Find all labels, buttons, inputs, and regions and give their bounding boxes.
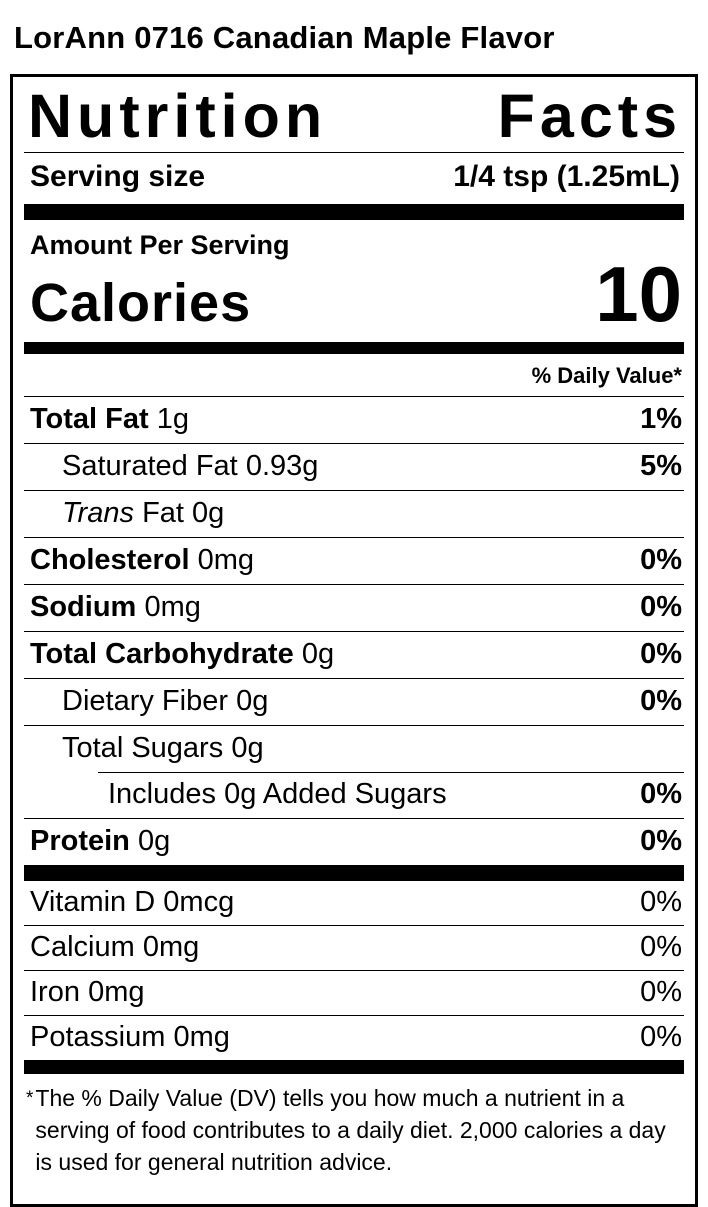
thick-rule bbox=[24, 1060, 684, 1075]
nutrient-name: Sodium 0mg bbox=[30, 591, 201, 624]
heading-word-facts: Facts bbox=[497, 82, 682, 150]
nutrient-name: Potassium 0mg bbox=[30, 1021, 230, 1054]
nutrient-name: Cholesterol 0mg bbox=[30, 544, 254, 577]
nutrient-name: Protein 0g bbox=[30, 825, 170, 858]
nutrient-label: Dietary Fiber bbox=[62, 685, 228, 718]
calories-row: Calories 10 bbox=[24, 250, 684, 342]
amount-per-serving-label: Amount Per Serving bbox=[30, 230, 290, 261]
nutrient-label: Saturated Fat bbox=[62, 450, 238, 483]
nutrient-name: Dietary Fiber 0g bbox=[30, 685, 268, 718]
calories-value: 10 bbox=[595, 250, 682, 339]
serving-size-row: Serving size 1/4 tsp (1.25mL) bbox=[24, 153, 684, 204]
nutrient-row-protein: Protein 0g 0% bbox=[24, 818, 684, 865]
nutrient-name: Saturated Fat 0.93g bbox=[30, 450, 318, 483]
footnote-text: The % Daily Value (DV) tells you how muc… bbox=[35, 1085, 666, 1175]
nutrient-dv: 0% bbox=[640, 1021, 682, 1054]
nutrient-row-sodium: Sodium 0mg 0% bbox=[24, 584, 684, 631]
nutrient-row-cholesterol: Cholesterol 0mg 0% bbox=[24, 537, 684, 584]
nutrient-name: Iron 0mg bbox=[30, 976, 145, 1009]
thick-rule bbox=[24, 865, 684, 882]
nutrient-amount: 0mg bbox=[144, 591, 201, 624]
nutrient-dv: 0% bbox=[640, 544, 682, 577]
serving-size-label: Serving size bbox=[30, 160, 206, 194]
nutrient-amount: 0mg bbox=[173, 1021, 230, 1054]
micronutrient-row-calcium: Calcium 0mg 0% bbox=[24, 925, 684, 970]
nutrient-label: Includes 0g Added Sugars bbox=[108, 778, 447, 811]
nutrient-label: Total Carbohydrate bbox=[30, 638, 294, 671]
nutrient-row-total-carbohydrate: Total Carbohydrate 0g 0% bbox=[24, 631, 684, 678]
micronutrient-row-potassium: Potassium 0mg 0% bbox=[24, 1015, 684, 1060]
micronutrient-row-vitamin-d: Vitamin D 0mcg 0% bbox=[24, 881, 684, 925]
nutrient-row-trans-fat: Trans Fat 0g bbox=[24, 490, 684, 537]
nutrient-amount: 0g bbox=[231, 732, 264, 765]
nutrient-label: Sodium bbox=[30, 591, 137, 624]
divider bbox=[24, 152, 684, 154]
nutrient-dv: 0% bbox=[640, 638, 682, 671]
nutrient-row-dietary-fiber: Dietary Fiber 0g 0% bbox=[24, 678, 684, 725]
nutrient-label: Calcium bbox=[30, 931, 135, 964]
nutrition-facts-panel: Nutrition Facts Serving size 1/4 tsp (1.… bbox=[10, 74, 698, 1207]
nutrient-name: Total Carbohydrate 0g bbox=[30, 638, 334, 671]
nutrient-amount: Fat 0g bbox=[142, 497, 225, 530]
nutrient-dv: 0% bbox=[640, 591, 682, 624]
daily-value-footnote: * The % Daily Value (DV) tells you how m… bbox=[24, 1074, 684, 1190]
nutrient-amount: 0mcg bbox=[163, 886, 235, 919]
nutrient-dv: 0% bbox=[640, 931, 682, 964]
nutrient-dv: 0% bbox=[640, 685, 682, 718]
heading-word-nutrition: Nutrition bbox=[28, 82, 328, 150]
nutrient-amount: 0g bbox=[301, 638, 335, 671]
serving-size-value: 1/4 tsp (1.25mL) bbox=[453, 160, 680, 194]
nutrient-row-total-fat: Total Fat 1g 1% bbox=[24, 396, 684, 443]
nutrient-label: Potassium bbox=[30, 1021, 166, 1054]
nutrient-label: Cholesterol bbox=[30, 544, 190, 577]
nutrient-amount: 0g bbox=[138, 825, 171, 858]
nutrient-dv: 0% bbox=[640, 825, 682, 858]
nutrient-dv: 0% bbox=[640, 976, 682, 1009]
product-title: LorAnn 0716 Canadian Maple Flavor bbox=[14, 20, 555, 55]
medium-rule bbox=[24, 342, 684, 355]
daily-value-header: % Daily Value* bbox=[531, 363, 682, 389]
nutrient-amount: 0g bbox=[236, 685, 269, 718]
nutrient-name: Calcium 0mg bbox=[30, 931, 199, 964]
thick-rule bbox=[24, 204, 684, 221]
nutrient-name: Total Sugars 0g bbox=[30, 732, 264, 765]
nutrient-row-total-sugars: Total Sugars 0g bbox=[24, 725, 684, 772]
nutrient-dv: 0% bbox=[640, 886, 682, 919]
nutrient-row-saturated-fat: Saturated Fat 0.93g 5% bbox=[24, 443, 684, 490]
nutrient-row-added-sugars: Includes 0g Added Sugars 0% bbox=[24, 772, 684, 818]
nutrient-name: Trans Fat 0g bbox=[30, 497, 224, 530]
footnote-asterisk: * bbox=[26, 1088, 34, 1110]
nutrition-facts-heading: Nutrition Facts bbox=[24, 77, 684, 152]
calories-label: Calories bbox=[30, 273, 252, 334]
nutrient-amount: 1g bbox=[156, 403, 190, 436]
nutrient-name: Total Fat 1g bbox=[30, 403, 189, 436]
nutrient-label: Protein bbox=[30, 825, 130, 858]
nutrient-name: Includes 0g Added Sugars bbox=[30, 778, 447, 811]
nutrient-label-italic: Trans bbox=[62, 497, 134, 530]
nutrient-label: Vitamin D bbox=[30, 886, 156, 919]
micronutrient-row-iron: Iron 0mg 0% bbox=[24, 970, 684, 1015]
nutrient-dv: 5% bbox=[640, 450, 682, 483]
nutrient-name: Vitamin D 0mcg bbox=[30, 886, 234, 919]
nutrient-dv: 0% bbox=[640, 778, 682, 811]
nutrient-label: Iron bbox=[30, 976, 80, 1009]
nutrient-label: Total Fat bbox=[30, 403, 149, 436]
nutrient-amount: 0mg bbox=[197, 544, 255, 577]
nutrient-dv: 1% bbox=[640, 403, 682, 436]
nutrient-label: Total Sugars bbox=[62, 732, 224, 765]
nutrient-amount: 0mg bbox=[88, 976, 145, 1009]
nutrient-amount: 0mg bbox=[142, 931, 200, 964]
nutrient-amount: 0.93g bbox=[245, 450, 319, 483]
